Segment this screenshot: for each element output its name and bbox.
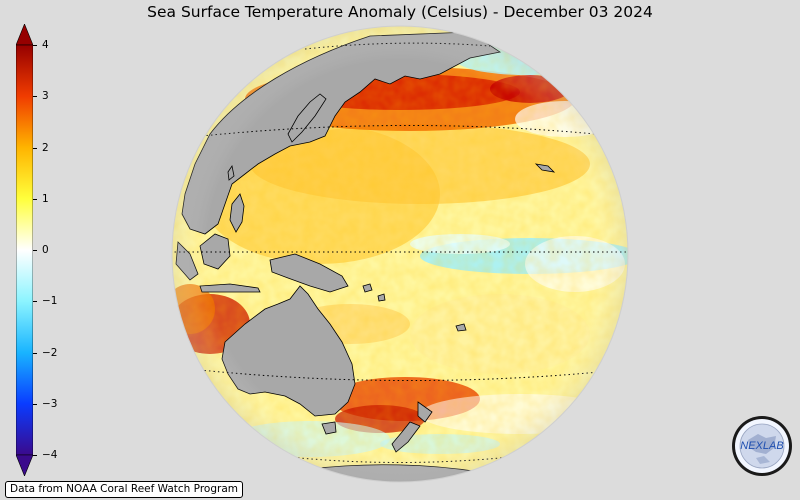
colorbar-tick-mark (33, 352, 37, 354)
colorbar-tick-label: 4 (42, 38, 49, 51)
colorbar-tick-mark (33, 96, 37, 98)
logo-text: NEXLAB (740, 440, 783, 452)
colorbar-tick-mark (33, 45, 37, 46)
colorbar-tick-mark (33, 198, 37, 200)
nexlab-logo-icon: NEXLAB (732, 416, 792, 476)
globe-map (171, 25, 629, 483)
colorbar-tick-label: 1 (42, 192, 49, 205)
colorbar-tick-mark (33, 250, 37, 251)
map-title: Sea Surface Temperature Anomaly (Celsius… (147, 3, 653, 21)
colorbar-tick-mark (33, 455, 37, 456)
colorbar (16, 24, 33, 476)
colorbar-tick-mark (33, 403, 37, 405)
colorbar-tick-label: −1 (42, 295, 58, 307)
colorbar-tick-label: −4 (42, 448, 58, 461)
colorbar-tick-mark (33, 301, 37, 303)
colorbar-tick-label: 2 (42, 141, 49, 154)
colorbar-tick-label: 0 (42, 243, 49, 256)
colorbar-tick-label: −3 (42, 397, 58, 410)
colorbar-tick-label: 3 (42, 90, 49, 102)
colorbar-tick-mark (33, 147, 37, 149)
data-credit: Data from NOAA Coral Reef Watch Program (5, 481, 243, 498)
colorbar-tick-label: −2 (42, 346, 58, 359)
